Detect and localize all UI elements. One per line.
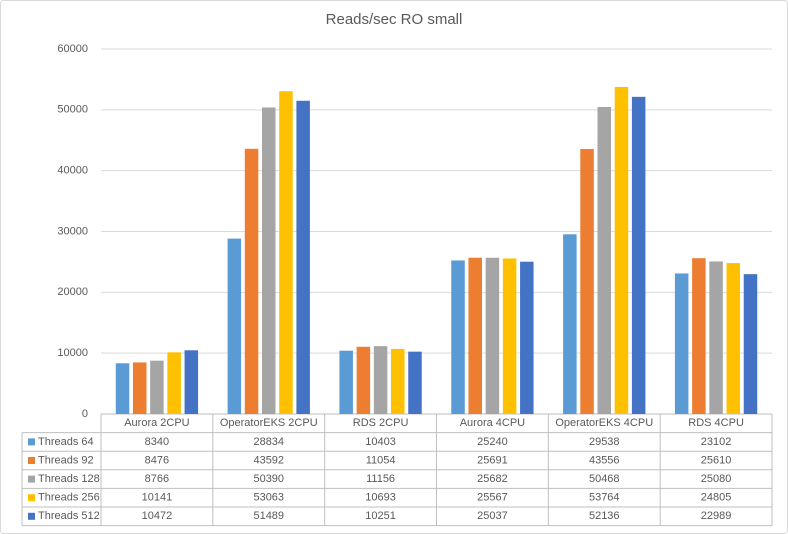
table-value: 43556 (589, 454, 620, 466)
x-tick-label: Aurora 4CPU (460, 417, 525, 429)
legend-label: Threads 128 (38, 473, 100, 485)
table-value: 10472 (142, 510, 173, 522)
table-value: 43592 (253, 454, 284, 466)
table-value: 25682 (477, 473, 508, 485)
bar (184, 350, 199, 414)
x-tick-label: RDS 4CPU (688, 417, 744, 429)
bar (726, 263, 741, 414)
y-tick-label: 0 (82, 408, 88, 420)
bar (451, 260, 465, 414)
table-value: 25080 (701, 473, 732, 485)
bar (709, 261, 723, 414)
x-tick-label: OperatorEKS 2CPU (220, 417, 318, 429)
table-value: 23102 (701, 436, 732, 448)
table-value: 25610 (701, 454, 732, 466)
bar (279, 91, 293, 415)
bar (296, 100, 310, 414)
table-value: 25691 (477, 454, 508, 466)
table-value: 29538 (589, 436, 620, 448)
table-value: 25567 (477, 492, 508, 504)
legend-label: Threads 92 (38, 454, 94, 466)
bar (614, 86, 629, 414)
bar (167, 352, 181, 414)
bar (150, 360, 164, 414)
bar (580, 149, 594, 414)
bar (356, 346, 371, 414)
bar (631, 96, 646, 415)
table-value: 50468 (589, 473, 620, 485)
bar (597, 106, 611, 415)
table-value: 25037 (477, 510, 508, 522)
y-tick-label: 30000 (57, 225, 88, 237)
table-value: 11156 (366, 473, 395, 485)
bar (743, 274, 758, 414)
y-tick-label: 60000 (57, 43, 88, 55)
legend-swatch (28, 475, 35, 483)
legend-label: Threads 512 (38, 510, 100, 522)
bar (391, 348, 405, 414)
bar (244, 148, 259, 414)
bar (373, 346, 388, 414)
table-value: 28834 (253, 436, 284, 448)
legend-swatch (28, 457, 35, 464)
y-tick-label: 50000 (57, 104, 88, 116)
y-tick-label: 40000 (57, 165, 88, 177)
table-value: 53063 (253, 492, 284, 504)
table-value: 25240 (477, 436, 508, 448)
x-tick-label: Aurora 2CPU (124, 417, 189, 429)
table-value: 11054 (366, 454, 396, 466)
x-tick-label: OperatorEKS 4CPU (555, 417, 653, 429)
chart-title: Reads/sec RO small (326, 11, 463, 28)
bar (520, 261, 534, 414)
table-value: 8340 (145, 436, 169, 448)
bar (468, 257, 482, 414)
table-value: 52136 (589, 510, 620, 522)
table-value: 53764 (589, 492, 620, 504)
y-tick-label: 20000 (57, 286, 88, 298)
bar (692, 258, 706, 414)
x-tick-label: RDS 2CPU (353, 417, 409, 429)
bar (132, 362, 147, 414)
y-tick-label: 10000 (57, 347, 88, 359)
legend-label: Threads 256 (38, 492, 100, 504)
table-value: 51489 (253, 510, 284, 522)
table-value: 50390 (253, 473, 284, 485)
bar (115, 363, 130, 414)
legend-label: Threads 64 (38, 436, 94, 448)
table-value: 10141 (142, 492, 173, 504)
legend-swatch (28, 512, 35, 520)
bar (339, 350, 353, 414)
bar (408, 351, 422, 414)
legend-swatch (28, 438, 35, 446)
bar (563, 234, 577, 414)
table-value: 10693 (365, 492, 396, 504)
table-value: 10403 (365, 436, 396, 448)
table-value: 8476 (145, 454, 169, 466)
table-value: 24805 (701, 492, 732, 504)
bar (674, 273, 689, 414)
bar (485, 257, 500, 414)
bar (262, 107, 276, 415)
table-value: 8766 (145, 473, 169, 485)
table-value: 10251 (365, 510, 396, 522)
table-value: 22989 (701, 510, 732, 522)
bar (227, 238, 242, 414)
bar (502, 258, 517, 414)
legend-swatch (28, 494, 35, 502)
